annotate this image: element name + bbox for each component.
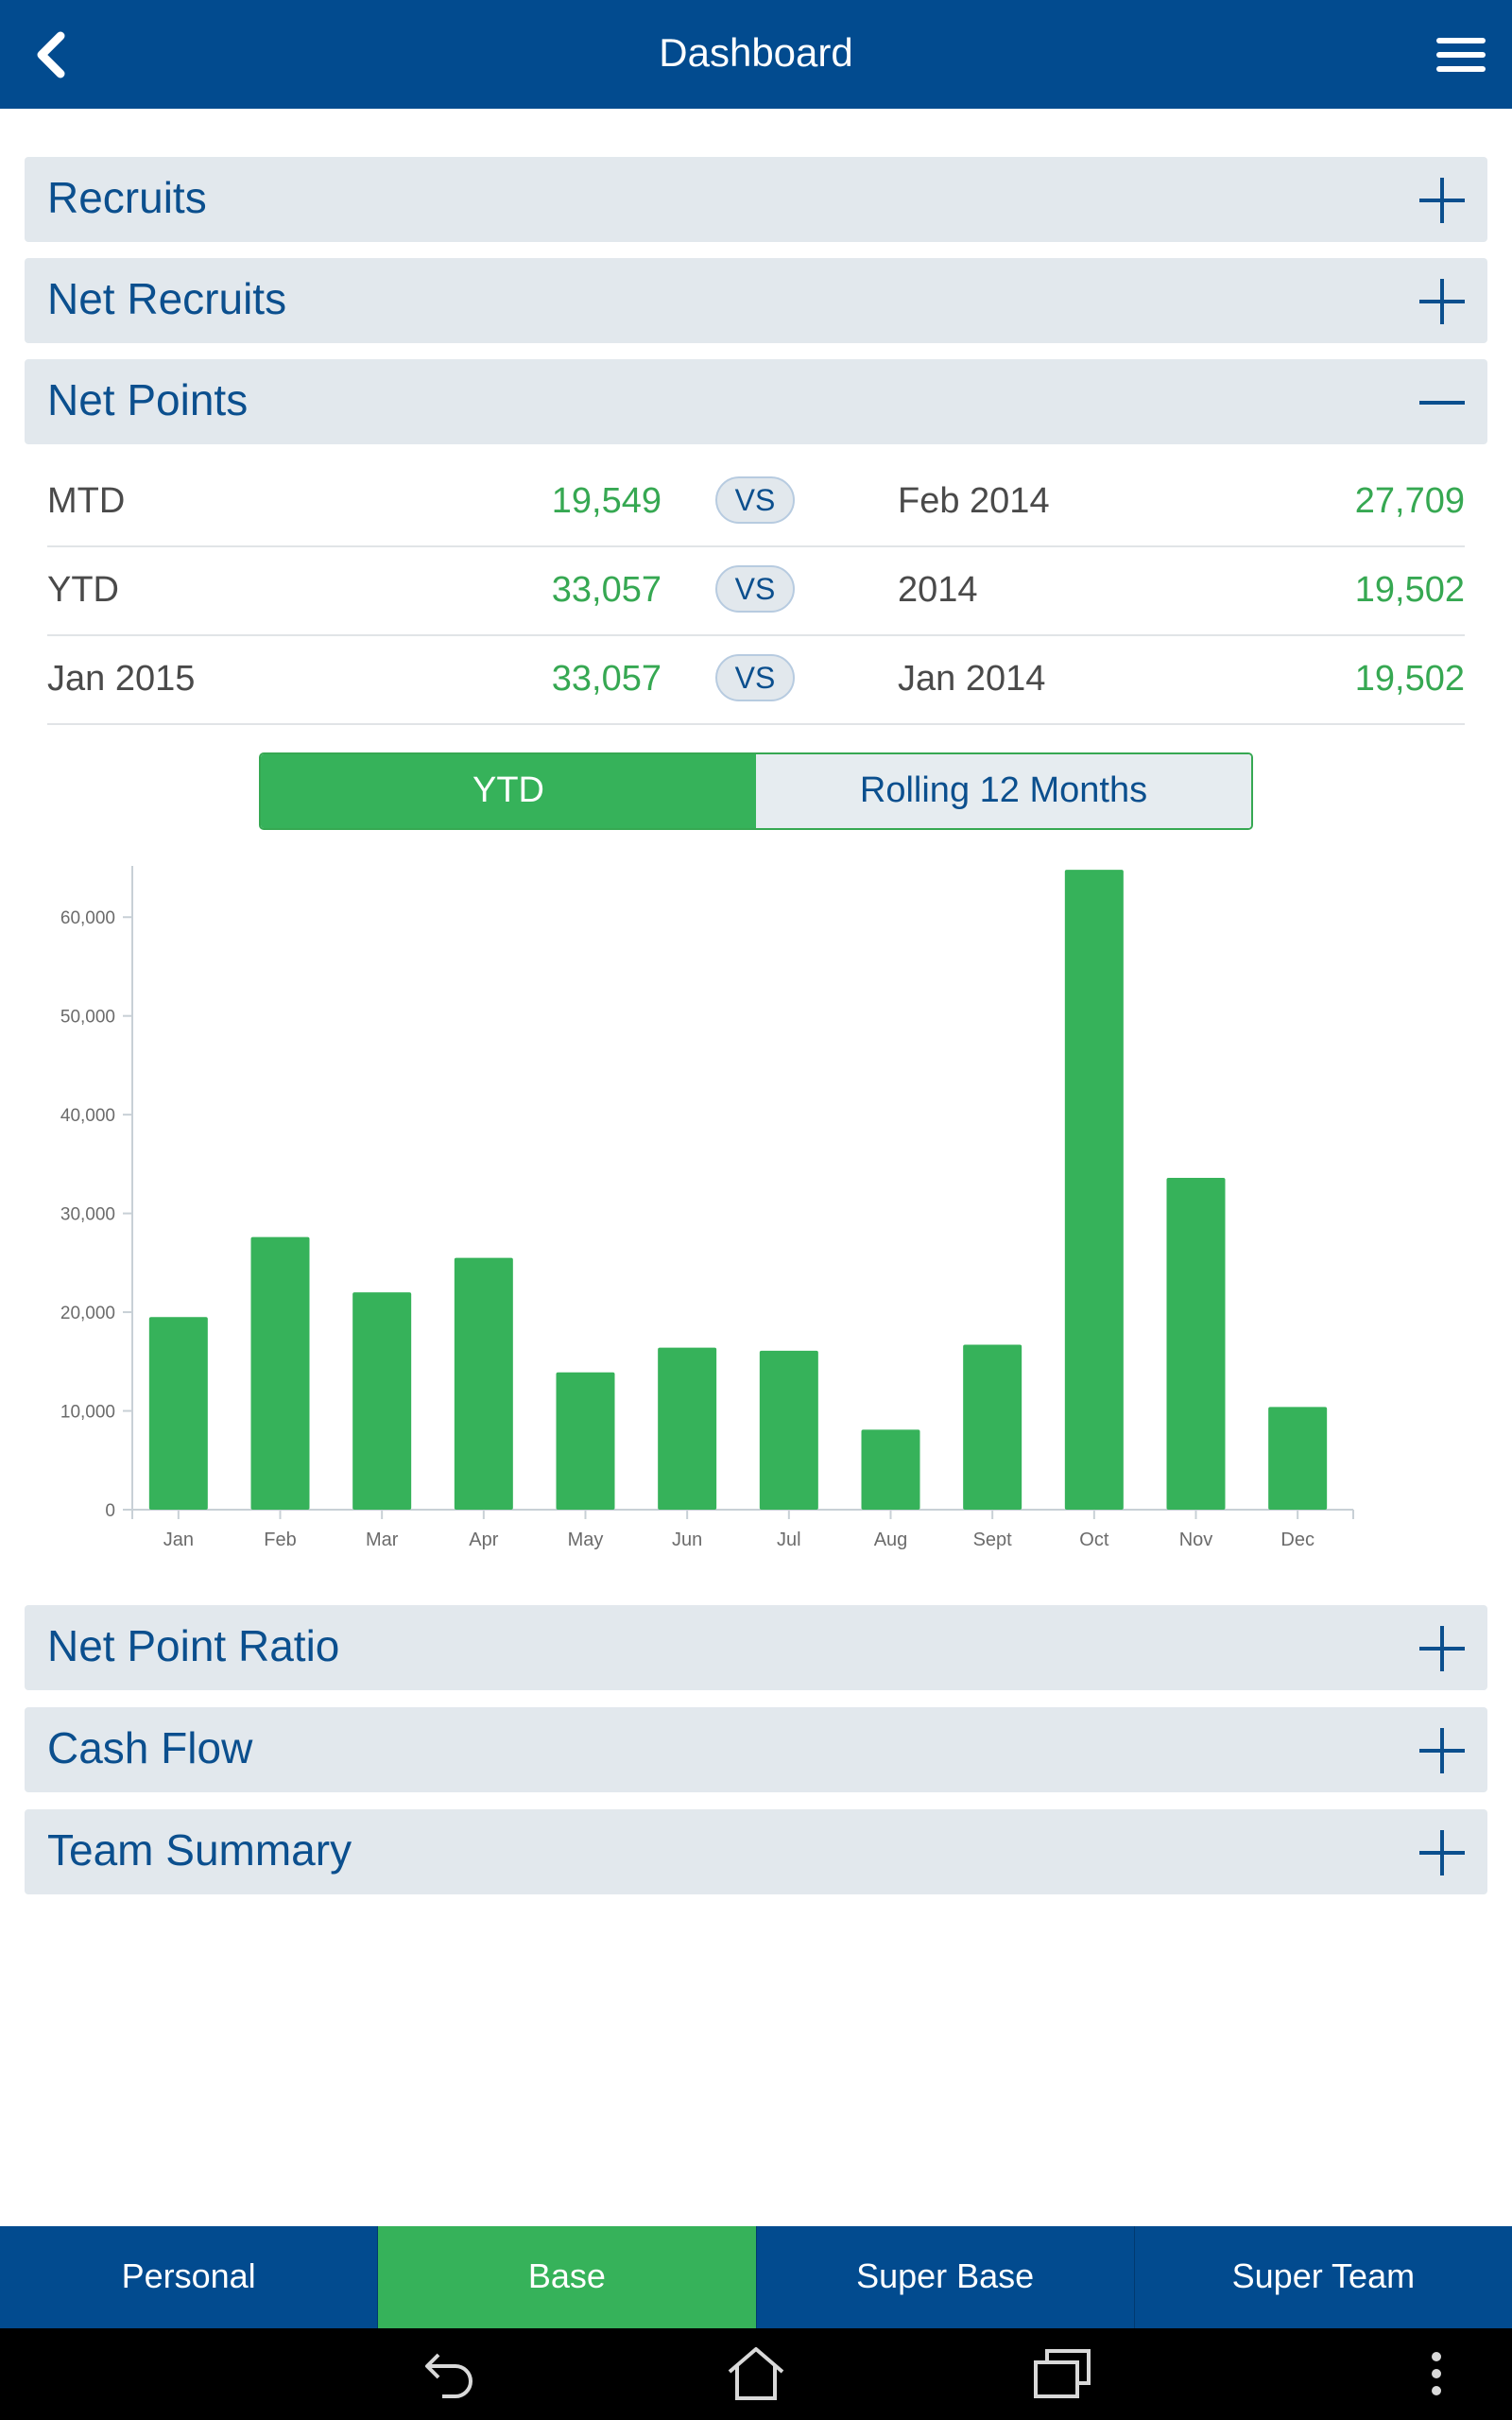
period-value: 33,057	[551, 570, 662, 610]
net-points-bar-chart: 0 10,000 20,000 30,000 40,000 50,000 60,000 Jan…	[60, 866, 1354, 1550]
x-tick-label: Mar	[366, 1530, 399, 1550]
panel-label: Cash Flow	[47, 1723, 253, 1772]
panel-recruits[interactable]: Recruits	[25, 157, 1487, 242]
system-recents-button[interactable]	[1028, 2342, 1096, 2406]
chart-bar	[759, 1350, 818, 1510]
tab-base[interactable]: Base	[378, 2226, 757, 2328]
compare-value: 27,709	[1354, 481, 1465, 521]
chart-bar	[454, 1257, 513, 1510]
y-tick-label: 60,000	[60, 908, 115, 928]
chart-bar	[148, 1317, 208, 1510]
comparison-row: YTD 33,057 VS 2014 19,502	[47, 545, 1465, 636]
hamburger-menu-icon	[1436, 38, 1486, 72]
panel-label: Net Recruits	[47, 274, 287, 323]
bottom-navigation: Personal Base Super Base Super Team	[0, 2226, 1512, 2328]
x-tick-label: Dec	[1280, 1530, 1314, 1550]
y-tick-label: 50,000	[60, 1008, 115, 1028]
system-navigation-bar	[0, 2328, 1512, 2420]
compare-value: 19,502	[1354, 659, 1465, 699]
chart-bar	[1064, 870, 1124, 1510]
y-tick-label: 20,000	[60, 1304, 115, 1323]
compare-value: 19,502	[1354, 570, 1465, 610]
y-tick-label: 0	[105, 1501, 115, 1521]
overflow-menu-icon	[1432, 2352, 1441, 2395]
back-button[interactable]	[17, 21, 85, 89]
y-tick-label: 40,000	[60, 1106, 115, 1126]
chart-bar	[963, 1344, 1022, 1510]
chart-bar	[556, 1372, 615, 1510]
panel-label: Team Summary	[47, 1825, 352, 1875]
panel-label: Recruits	[47, 173, 207, 222]
segment-rolling-12-months[interactable]: Rolling 12 Months	[756, 754, 1251, 828]
x-tick-label: Apr	[469, 1530, 498, 1550]
chart-bar	[861, 1429, 920, 1510]
compare-label: Jan 2014	[898, 659, 1046, 699]
page-title: Dashboard	[659, 30, 853, 75]
panel-team-summary[interactable]: Team Summary	[25, 1809, 1487, 1894]
plus-icon[interactable]	[1418, 1726, 1467, 1775]
app-header: Dashboard	[0, 0, 1512, 109]
minus-icon[interactable]	[1418, 378, 1467, 427]
tab-personal[interactable]: Personal	[0, 2226, 379, 2328]
panel-net-points[interactable]: Net Points	[25, 359, 1487, 444]
compare-label: Feb 2014	[898, 481, 1050, 521]
y-tick-label: 10,000	[60, 1403, 115, 1423]
panel-net-recruits[interactable]: Net Recruits	[25, 258, 1487, 343]
system-overflow-button[interactable]	[1402, 2342, 1470, 2406]
x-tick-label: Feb	[264, 1530, 296, 1550]
chart-bar	[1268, 1407, 1328, 1510]
plus-icon[interactable]	[1418, 1624, 1467, 1673]
period-label: Jan 2015	[47, 659, 196, 699]
chart-bar	[352, 1292, 412, 1510]
comparison-row: MTD 19,549 VS Feb 2014 27,709	[47, 457, 1465, 547]
home-icon	[728, 2347, 784, 2400]
period-value: 33,057	[551, 659, 662, 699]
system-home-button[interactable]	[722, 2342, 790, 2406]
vs-badge: VS	[715, 476, 795, 524]
panel-label: Net Points	[47, 375, 249, 424]
comparison-row: Jan 2015 33,057 VS Jan 2014 19,502	[47, 634, 1465, 725]
x-tick-label: Jul	[777, 1530, 801, 1550]
chart-bar	[658, 1347, 717, 1510]
period-value: 19,549	[551, 481, 662, 521]
system-back-button[interactable]	[416, 2342, 484, 2406]
period-label: YTD	[47, 570, 119, 610]
recent-apps-icon	[1034, 2349, 1091, 2398]
back-arrow-icon	[425, 2353, 472, 2398]
compare-label: 2014	[898, 570, 978, 610]
x-tick-label: Jun	[672, 1530, 702, 1550]
tab-super-team[interactable]: Super Team	[1231, 2256, 1416, 2295]
period-label: MTD	[47, 481, 126, 521]
x-tick-label: May	[568, 1530, 604, 1550]
menu-button[interactable]	[1427, 21, 1495, 89]
plus-icon[interactable]	[1418, 277, 1467, 326]
vs-badge: VS	[715, 565, 795, 613]
x-tick-label: Oct	[1079, 1530, 1109, 1550]
vs-badge: VS	[715, 654, 795, 701]
x-tick-label: Jan	[163, 1530, 194, 1550]
panel-cash-flow[interactable]: Cash Flow	[25, 1707, 1487, 1792]
chevron-left-icon	[37, 31, 65, 78]
chart-bar	[250, 1236, 310, 1510]
x-tick-label: Sept	[973, 1530, 1013, 1550]
x-tick-label: Nov	[1179, 1530, 1213, 1550]
panel-label: Net Point Ratio	[47, 1621, 340, 1670]
y-tick-label: 30,000	[60, 1205, 115, 1225]
plus-icon[interactable]	[1418, 1828, 1467, 1877]
x-tick-label: Aug	[874, 1530, 908, 1550]
chart-bar	[1166, 1178, 1226, 1510]
plus-icon[interactable]	[1418, 176, 1467, 225]
tab-super-base[interactable]: Super Base	[757, 2226, 1135, 2328]
segment-ytd[interactable]: YTD	[261, 754, 756, 828]
panel-net-point-ratio[interactable]: Net Point Ratio	[25, 1605, 1487, 1690]
period-toggle: YTD Rolling 12 Months	[259, 752, 1253, 830]
